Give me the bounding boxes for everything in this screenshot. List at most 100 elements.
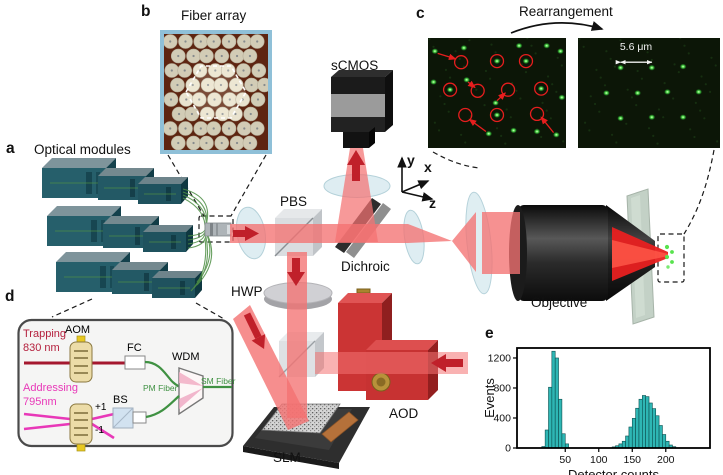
move-arrow — [468, 118, 487, 133]
imaging-beam — [335, 148, 378, 242]
connector-d-right — [195, 302, 225, 320]
fiber-array-canvas — [164, 34, 268, 150]
histogram-bar — [548, 386, 553, 449]
bs-label: BS — [113, 394, 128, 406]
plot-border — [516, 347, 711, 449]
move-arrow — [437, 52, 457, 61]
histogram-bar — [544, 429, 549, 449]
target-site-circle — [529, 106, 545, 122]
histogram-bar — [638, 398, 643, 449]
atom-dot — [485, 130, 493, 137]
atom-dot — [617, 64, 625, 71]
histogram-bar — [662, 434, 667, 449]
axis-z-label: z — [429, 195, 436, 211]
inset-d-schematic — [17, 318, 234, 452]
target-site-circle — [489, 107, 505, 123]
x-tick-label: 200 — [657, 454, 675, 466]
atom-dot — [522, 58, 530, 65]
panel-b-label: b — [141, 3, 151, 20]
atom-dot — [648, 114, 656, 121]
slm-label: SLM — [273, 450, 301, 465]
scmos-camera — [331, 70, 393, 148]
axis-x-arrow — [401, 180, 430, 193]
histogram-bar — [621, 440, 626, 449]
histogram-bar — [628, 426, 633, 449]
atom-dot — [537, 85, 545, 92]
atom-dot — [493, 111, 501, 119]
hist-xlabel: Detector counts — [568, 467, 660, 475]
target-site-circle — [470, 83, 485, 98]
slm-cable — [321, 411, 359, 443]
beam-arrow-down — [287, 258, 305, 286]
atom-dot — [543, 42, 551, 49]
atom-dot — [463, 76, 471, 83]
target-site-circle — [442, 82, 458, 97]
histogram-bar — [561, 433, 566, 449]
histogram-bar — [658, 425, 663, 449]
atom-dot — [634, 89, 642, 97]
tweezer-image-before — [428, 38, 566, 148]
histogram-bar — [635, 407, 640, 449]
fiber-bundle-tip — [204, 222, 232, 237]
atom-dot — [446, 86, 454, 93]
dichroic-label: Dichroic — [341, 259, 390, 274]
panel-e-label: e — [485, 325, 494, 342]
histogram-bar — [655, 415, 660, 449]
histogram-bar — [642, 395, 646, 449]
scale-bar-label: 5.6 μm — [619, 41, 653, 53]
atom-dot — [515, 42, 523, 49]
objective-label: Objective — [531, 295, 588, 310]
axis-x-label: x — [424, 159, 432, 175]
move-arrow — [540, 116, 555, 134]
pm-fiber-bottom — [145, 395, 180, 419]
addressing-label-line1: Addressing — [23, 382, 79, 394]
connector-c-right — [683, 149, 715, 235]
target-site-circle — [534, 81, 549, 96]
addressing-label-line2: 795nm — [23, 396, 57, 408]
rearrangement-arrow — [510, 21, 604, 34]
scmos-label: sCMOS — [331, 58, 379, 73]
plus-order-label: +1 — [95, 402, 107, 413]
pbs-label: PBS — [280, 194, 308, 209]
histogram-bar — [558, 398, 563, 449]
pm-fiber-top — [144, 360, 181, 388]
histogram-bar — [554, 357, 559, 449]
hexagon-selection — [185, 65, 247, 119]
coordinate-axes — [397, 156, 434, 202]
trapping-label-line2: 830 nm — [23, 342, 60, 354]
atom-dot — [552, 131, 560, 138]
atom-dot — [556, 48, 565, 55]
atom-dot — [663, 88, 672, 95]
aod-device — [338, 288, 438, 400]
connector-d-left — [51, 298, 93, 318]
wdm-label: WDM — [172, 351, 200, 363]
rearrangement-title: Rearrangement — [519, 4, 613, 19]
axis-y-label: y — [407, 152, 415, 168]
y-tick-label: 1200 — [488, 352, 512, 364]
tweezer-image-after — [578, 38, 720, 148]
y-tick-label: 400 — [493, 412, 511, 424]
aod-label: AOD — [389, 406, 419, 421]
aom-addressing — [69, 403, 93, 445]
target-site-circle — [500, 82, 516, 97]
panel-a-label: a — [6, 140, 15, 157]
focus-dashed-box — [657, 233, 685, 283]
optical-modules-group — [41, 157, 203, 299]
slm-vertical-beam — [287, 252, 307, 418]
connector-c-left — [432, 151, 480, 169]
atom-dot — [509, 127, 518, 134]
addressing-beams — [23, 412, 115, 440]
y-tick-label: 0 — [505, 443, 511, 455]
atom-dot — [492, 99, 500, 106]
atom-dot — [460, 44, 468, 51]
histogram-bar — [551, 350, 556, 449]
trapping-label-line1: Trapping — [23, 328, 67, 340]
histogram-bar — [652, 408, 657, 449]
axis-z-arrow — [401, 191, 434, 202]
x-tick-label: 100 — [590, 454, 608, 466]
fiber-bundle-curves — [182, 188, 213, 292]
aom-label: AOM — [65, 324, 91, 336]
aod-beam — [315, 352, 468, 374]
